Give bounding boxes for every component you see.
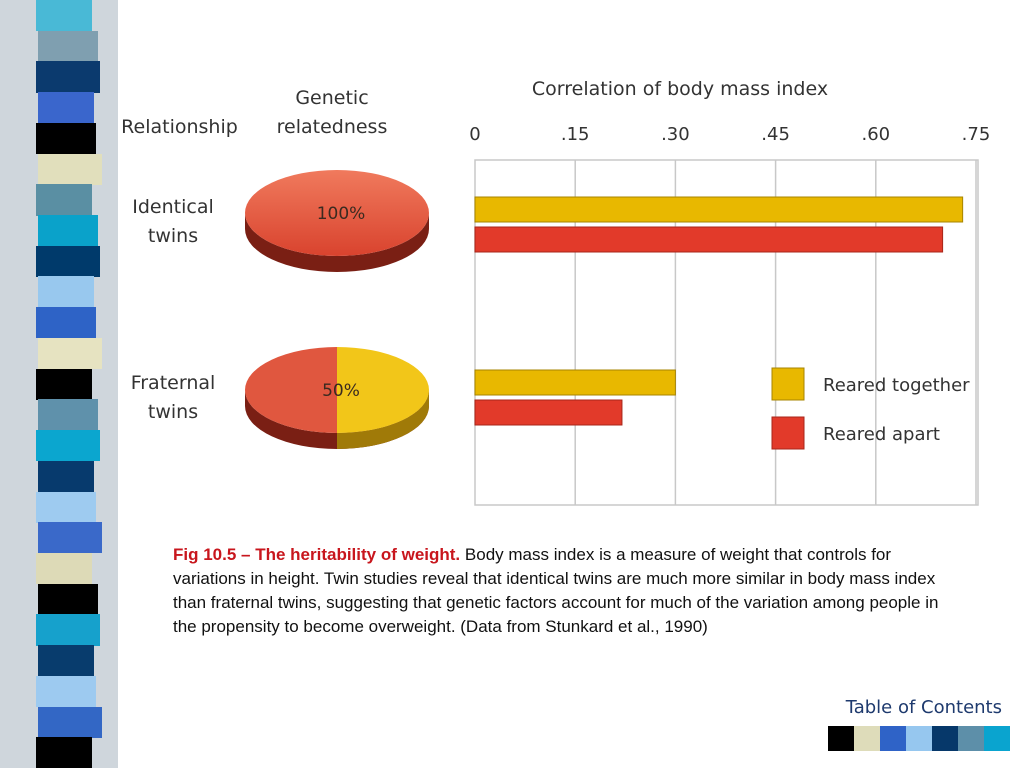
stripe-block — [36, 122, 96, 155]
legend-swatch — [771, 367, 805, 401]
stripe-block — [38, 92, 94, 124]
stripe-block — [36, 184, 92, 216]
stripe-block — [36, 614, 100, 646]
caption-text: Body mass index is a measure of weight t… — [173, 545, 939, 636]
decorative-stripe — [0, 0, 118, 768]
x-tick-label: .45 — [761, 124, 790, 145]
pie-label: 100% — [317, 204, 366, 224]
legend-label: Reared apart — [823, 424, 940, 445]
pie-side — [245, 213, 429, 272]
stripe-block — [38, 645, 94, 677]
caption-fig-label: Fig 10.5 – The heritability of weight. — [173, 545, 461, 564]
x-tick-label: 0 — [469, 124, 480, 145]
color-swatch — [828, 726, 854, 751]
stripe-block — [36, 245, 100, 277]
stripe-block — [36, 368, 92, 400]
color-swatch — [854, 726, 880, 751]
figure-caption: Fig 10.5 – The heritability of weight. B… — [173, 543, 943, 639]
stripe-block — [38, 215, 98, 247]
row-label-identical: Identical twins — [132, 196, 214, 247]
x-tick-label: .15 — [561, 124, 590, 145]
stripe-block — [38, 30, 98, 62]
relationship-header: Relationship — [121, 116, 238, 138]
color-swatch — [958, 726, 984, 751]
stripe-block — [38, 522, 102, 554]
color-swatch — [906, 726, 932, 751]
stripe-block — [36, 430, 100, 462]
stripe-block — [38, 399, 98, 431]
pie-slice-yellow — [337, 347, 429, 433]
bar-reared-together — [474, 196, 964, 223]
legend-swatch — [771, 416, 805, 450]
bar-reared-together — [474, 369, 676, 396]
genetic-relatedness-header: Genetic relatedness — [276, 87, 388, 138]
pie-label: 50% — [322, 381, 360, 401]
twin-bmi-chart: 100% 50% Correlation of body mass index … — [245, 78, 991, 506]
pie-slice-red — [245, 347, 337, 433]
stripe-block — [38, 460, 94, 493]
stripe-block — [38, 706, 102, 738]
stripe-block — [36, 61, 100, 93]
pie-top — [245, 170, 429, 256]
row-label-fraternal: Fraternal twins — [130, 372, 216, 423]
pie-side-yellow — [337, 390, 429, 449]
table-of-contents-link[interactable]: Table of Contents — [845, 697, 1002, 718]
stripe-block — [36, 675, 96, 708]
legend-label: Reared together — [823, 375, 970, 396]
stripe-block — [38, 583, 98, 615]
stripe-block — [38, 153, 102, 185]
stripe-block — [36, 552, 92, 585]
stripe-block — [36, 491, 96, 523]
color-swatch — [984, 726, 1010, 751]
legend: Reared together Reared apart — [771, 367, 970, 450]
identical-pie-chart: 100% — [245, 170, 429, 272]
fraternal-pie-chart: 50% — [245, 347, 429, 449]
stripe-block — [36, 307, 96, 339]
stripe-block — [38, 337, 102, 370]
stripe-block — [36, 0, 92, 32]
axis-title: Correlation of body mass index — [532, 78, 828, 100]
x-tick-label: .60 — [861, 124, 890, 145]
color-swatch — [932, 726, 958, 751]
color-swatch-row — [828, 726, 1010, 751]
x-tick-label: .75 — [962, 124, 991, 145]
color-swatch — [880, 726, 906, 751]
bar-reared-apart — [474, 399, 623, 426]
stripe-block — [38, 276, 94, 308]
x-tick-label: .30 — [661, 124, 690, 145]
bar-reared-apart — [474, 226, 944, 253]
stripe-block — [36, 737, 92, 768]
